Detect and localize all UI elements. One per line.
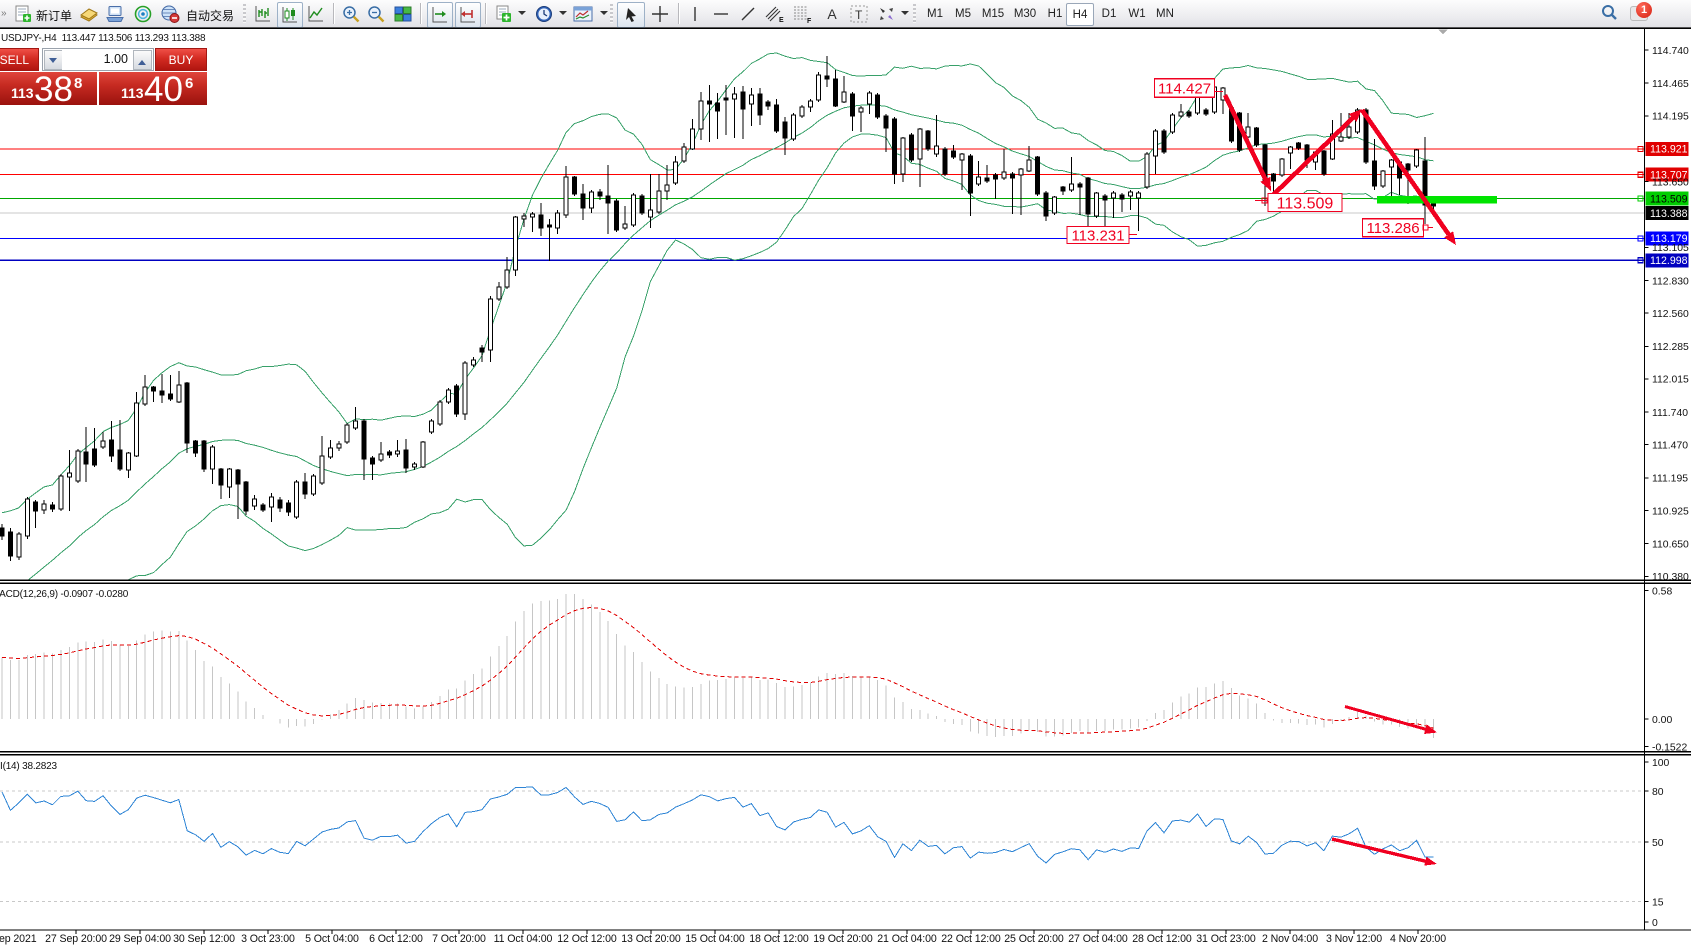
svg-text:113.105: 113.105: [1652, 243, 1689, 254]
svg-text:15 Oct 04:00: 15 Oct 04:00: [685, 933, 745, 945]
svg-text:0.58: 0.58: [1652, 587, 1672, 598]
svg-text:114.427: 114.427: [1158, 80, 1211, 97]
svg-text:T: T: [855, 8, 863, 22]
svg-text:F: F: [807, 18, 812, 24]
svg-text:28 Oct 12:00: 28 Oct 12:00: [1132, 933, 1192, 945]
svg-text:7 Oct 20:00: 7 Oct 20:00: [432, 933, 486, 945]
svg-text:22 Oct 12:00: 22 Oct 12:00: [941, 933, 1001, 945]
svg-text:USDJPY-,H4 113.447 113.506 11: USDJPY-,H4 113.447 113.506 113.293 113.3…: [1, 33, 206, 44]
svg-text:31 Oct 23:00: 31 Oct 23:00: [1196, 933, 1256, 945]
svg-text:80: 80: [1652, 787, 1664, 798]
svg-text:MACD(12,26,9) -0.0907 -0.0280: MACD(12,26,9) -0.0907 -0.0280: [0, 589, 129, 600]
svg-text:15: 15: [1652, 897, 1664, 908]
svg-text:3 Oct 23:00: 3 Oct 23:00: [241, 933, 295, 945]
svg-text:113.707: 113.707: [1650, 169, 1688, 181]
svg-text:-0.1522: -0.1522: [1652, 742, 1687, 753]
svg-text:100: 100: [1652, 758, 1670, 769]
svg-text:3 Nov 12:00: 3 Nov 12:00: [1326, 933, 1382, 945]
svg-text:27 Sep 20:00: 27 Sep 20:00: [45, 933, 107, 945]
svg-text:110.650: 110.650: [1652, 539, 1689, 550]
svg-text:113.921: 113.921: [1650, 144, 1688, 156]
svg-text:19 Oct 20:00: 19 Oct 20:00: [813, 933, 873, 945]
svg-text:113.509: 113.509: [1650, 193, 1688, 205]
svg-text:110.380: 110.380: [1652, 572, 1689, 583]
svg-text:18 Oct 12:00: 18 Oct 12:00: [749, 933, 809, 945]
svg-text:6 Oct 12:00: 6 Oct 12:00: [369, 933, 423, 945]
svg-text:114.195: 114.195: [1652, 112, 1689, 123]
svg-text:13 Oct 20:00: 13 Oct 20:00: [621, 933, 681, 945]
svg-text:113.388: 113.388: [1650, 208, 1688, 220]
svg-text:11 Oct 04:00: 11 Oct 04:00: [494, 933, 553, 945]
svg-text:0.00: 0.00: [1652, 715, 1672, 726]
svg-text:4 Nov 20:00: 4 Nov 20:00: [1390, 933, 1446, 945]
svg-text:30 Sep 12:00: 30 Sep 12:00: [173, 933, 235, 945]
svg-text:111.740: 111.740: [1652, 408, 1688, 419]
svg-text:112.998: 112.998: [1650, 255, 1688, 267]
svg-text:112.015: 112.015: [1652, 375, 1689, 386]
svg-text:50: 50: [1652, 838, 1664, 849]
svg-text:29 Sep 04:00: 29 Sep 04:00: [109, 933, 171, 945]
svg-text:12 Oct 12:00: 12 Oct 12:00: [557, 933, 617, 945]
svg-text:110.925: 110.925: [1652, 506, 1689, 517]
svg-text:111.470: 111.470: [1652, 440, 1688, 451]
svg-text:Sep 2021: Sep 2021: [0, 933, 37, 945]
svg-text:21 Oct 04:00: 21 Oct 04:00: [877, 933, 937, 945]
svg-text:112.560: 112.560: [1652, 309, 1689, 320]
svg-text:111.195: 111.195: [1652, 474, 1688, 485]
svg-text:E: E: [779, 17, 784, 24]
svg-text:113.286: 113.286: [1366, 220, 1419, 237]
svg-text:113.179: 113.179: [1650, 233, 1688, 245]
svg-text:2 Nov 04:00: 2 Nov 04:00: [1262, 933, 1318, 945]
svg-text:113.509: 113.509: [1277, 195, 1334, 212]
svg-text:27 Oct 04:00: 27 Oct 04:00: [1068, 933, 1128, 945]
svg-text:RSI(14) 38.2823: RSI(14) 38.2823: [0, 761, 58, 772]
svg-text:114.740: 114.740: [1652, 46, 1689, 57]
svg-text:114.465: 114.465: [1652, 79, 1689, 90]
svg-text:113.231: 113.231: [1071, 227, 1124, 244]
svg-text:112.830: 112.830: [1652, 276, 1689, 287]
svg-text:113.650: 113.650: [1652, 177, 1689, 188]
svg-text:0: 0: [1652, 918, 1658, 929]
svg-text:25 Oct 20:00: 25 Oct 20:00: [1004, 933, 1064, 945]
svg-text:112.285: 112.285: [1652, 342, 1689, 353]
svg-text:5 Oct 04:00: 5 Oct 04:00: [305, 933, 359, 945]
